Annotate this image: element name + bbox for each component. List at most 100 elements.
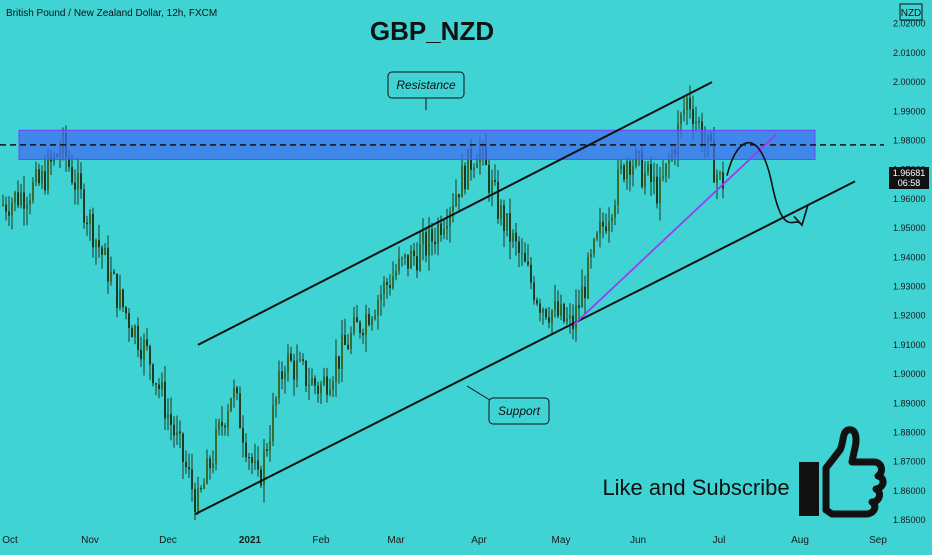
candle-body [461,165,463,198]
candle-body [455,194,457,206]
price-tick-label: 1.89000 [893,398,926,408]
support-callout: Support [466,385,550,425]
candle-body [698,121,700,123]
candle-body [155,383,157,385]
candle-body [587,257,589,299]
candle-body [368,314,370,326]
candle-body [719,172,721,175]
candle-body [89,213,91,225]
candle-body [140,349,142,360]
candle-body [194,489,196,513]
time-tick-label: Feb [312,535,330,546]
candle-body [110,271,112,282]
candle-body [644,172,646,187]
candle-body [275,398,277,406]
candle-body [524,252,526,262]
candle-body [653,176,655,183]
time-tick-label: Jun [630,535,646,546]
candle-body [374,315,376,319]
candle-body [26,204,28,209]
candle-body [116,273,118,308]
candle-body [122,289,124,308]
candle-body [143,339,145,360]
candle-body [263,449,265,486]
candle-body [359,322,361,334]
candle-body [113,271,115,274]
candle-body [335,356,337,382]
support-label: Support [498,404,541,418]
candle-countdown: 06:58 [898,178,921,188]
candle-body [29,200,31,205]
candle-body [560,303,562,316]
candle-body [611,217,613,222]
candle-body [68,157,70,168]
candle-body [74,182,76,190]
candle-body [419,243,421,271]
candle-body [2,204,4,206]
time-tick-label: Mar [387,535,405,546]
candle-body [221,421,223,426]
price-tick-label: 1.96000 [893,194,926,204]
candle-body [224,425,226,428]
candle-body [530,264,532,283]
candle-body [434,241,436,245]
price-tick-label: 1.85000 [893,515,926,525]
candle-body [551,310,553,323]
short-term-trend-line [573,133,777,326]
candle-body [326,376,328,395]
candle-body [41,171,43,184]
time-tick-label: Oct [2,535,18,546]
candle-body [566,318,568,322]
candle-body [539,303,541,313]
candle-body [389,285,391,288]
candle-body [338,356,340,369]
candle-body [203,483,205,489]
candle-body [257,460,259,470]
candle-body [242,428,244,443]
currency-badge[interactable]: NZD [899,3,923,21]
candle-body [152,364,154,384]
price-tick-label: 2.00000 [893,77,926,87]
candle-body [308,384,310,386]
candle-body [206,458,208,484]
candle-body [689,97,691,110]
candle-body [398,258,400,272]
candle-body [173,424,175,436]
candle-body [395,271,397,277]
last-price-value: 1.96681 [893,168,926,178]
candle-body [179,431,181,434]
candle-body [83,189,85,223]
thumbs-up-icon[interactable] [799,426,887,518]
candle-body [668,159,670,164]
candle-body [659,177,661,204]
candle-body [353,317,355,333]
candle-body [632,166,634,175]
candle-body [590,253,592,258]
price-tick-label: 1.99000 [893,106,926,116]
candle-body [20,192,22,206]
candle-body [521,252,523,254]
candle-body [533,282,535,301]
candle-body [392,276,394,288]
candle-body [602,221,604,227]
time-tick-label: Sep [869,535,887,546]
candle-body [302,359,304,361]
candle-body [722,172,724,189]
candle-body [278,371,280,399]
candle-body [506,213,508,232]
candle-body [695,121,697,124]
candle-body [500,205,502,219]
candle-body [125,307,127,314]
candle-body [329,389,331,395]
candle-body [497,181,499,219]
candle-body [458,194,460,198]
candle-body [572,315,574,330]
candle-body [251,457,253,464]
projection-arrow [726,141,803,226]
candle-body [371,318,373,326]
price-tick-label: 1.98000 [893,135,926,145]
candle-body [593,239,595,254]
time-tick-label: Dec [159,535,177,546]
price-tick-label: 1.90000 [893,369,926,379]
candle-body [464,165,466,190]
